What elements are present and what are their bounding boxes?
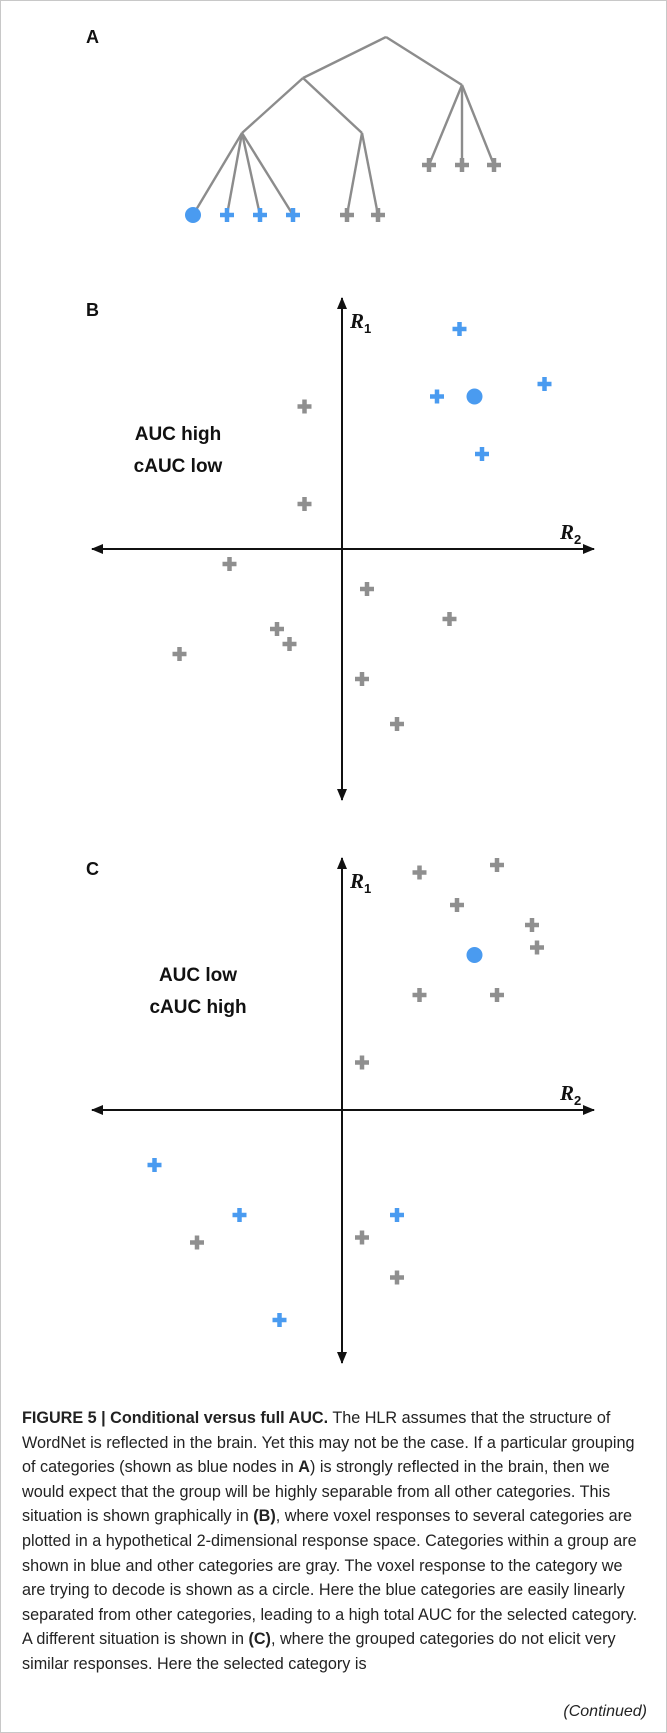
panel-c-point-plus xyxy=(232,1208,247,1222)
panel-b-point-plus xyxy=(475,447,489,461)
panel-b-point-plus xyxy=(172,647,187,661)
panel-b-point-plus xyxy=(282,637,297,651)
tree-edge xyxy=(360,132,380,216)
panel-c-point-plus xyxy=(355,1230,369,1245)
panel-b-point-plus xyxy=(270,622,284,636)
caption-title: FIGURE 5 | Conditional versus full AUC. xyxy=(22,1409,329,1427)
tree-edge xyxy=(385,35,463,87)
panel-c-point-plus xyxy=(490,988,504,1002)
panel-c-point-plus xyxy=(525,918,539,932)
panel-b-y-axis-label: R1 xyxy=(349,309,371,336)
tree-leaf-plus xyxy=(340,208,354,222)
panel-c-note-auc: AUC low xyxy=(159,965,237,986)
caption-ref-a: A xyxy=(298,1458,310,1477)
panel-b-note-cauc: cAUC low xyxy=(134,456,223,477)
tree-edge xyxy=(302,77,363,134)
panel-c-y-axis-label: R1 xyxy=(349,869,371,896)
caption-ref-b: (B) xyxy=(253,1507,276,1526)
panel-b-point-plus xyxy=(537,377,552,391)
panel-b-point-plus xyxy=(297,399,312,414)
caption-text-4: , where the grouped categories do not el… xyxy=(22,1630,616,1673)
panel-c-point-plus xyxy=(390,1208,404,1222)
tree-edge xyxy=(427,84,464,166)
panel-b-point-plus xyxy=(297,497,312,511)
panel-c-point-plus xyxy=(530,940,544,955)
tree-leaf-plus xyxy=(286,208,300,222)
caption-text-3: , where voxel responses to several categ… xyxy=(22,1507,638,1649)
hierarchy-tree xyxy=(185,35,501,223)
panel-c-label: C xyxy=(86,859,99,879)
tree-leaf-plus xyxy=(487,158,501,172)
panel-c-point-circle xyxy=(466,947,483,963)
tree-edge xyxy=(240,132,295,216)
tree-edge xyxy=(240,132,262,216)
panel-b-point-plus xyxy=(360,582,374,596)
panel-b-note-auc: AUC high xyxy=(135,424,222,445)
panel-c-point-plus xyxy=(355,1055,369,1070)
panel-c-point-plus xyxy=(450,898,464,912)
continued-note: (Continued) xyxy=(563,1703,647,1720)
panel-b-point-plus xyxy=(390,717,404,731)
panel-c-points xyxy=(147,858,544,1327)
panel-b-points xyxy=(172,322,552,731)
caption-text-2: ) is strongly reflected in the brain, th… xyxy=(22,1458,611,1526)
panel-b-point-plus xyxy=(442,612,457,626)
panel-c-x-axis-label: R2 xyxy=(559,1081,581,1108)
tree-leaf-plus xyxy=(422,158,436,172)
panel-b-x-axis-label: R2 xyxy=(559,520,581,547)
tree-edge xyxy=(191,132,244,216)
tree-edge xyxy=(460,84,496,166)
tree-leaf-plus xyxy=(455,158,469,172)
panel-c-point-plus xyxy=(390,1270,404,1285)
panel-b-point-plus xyxy=(430,389,444,404)
panel-b-point-circle xyxy=(466,388,483,405)
panel-c-point-plus xyxy=(490,858,504,872)
panel-c-point-plus xyxy=(190,1235,204,1250)
caption-ref-c: (C) xyxy=(248,1630,271,1649)
panel-c-point-plus xyxy=(412,988,427,1002)
caption-text-1: The HLR assumes that the structure of Wo… xyxy=(22,1409,635,1477)
tree-leaf-plus xyxy=(371,208,385,222)
tree-leaf-plus xyxy=(220,208,234,222)
panel-b-label: B xyxy=(86,300,99,320)
panel-c-point-plus xyxy=(272,1313,287,1327)
tree-edge xyxy=(302,35,387,80)
panel-c-point-plus xyxy=(147,1158,162,1172)
tree-edge xyxy=(345,132,364,216)
panel-c-note-cauc: cAUC high xyxy=(149,997,246,1018)
panel-b-point-plus xyxy=(355,672,369,686)
panel-c-point-plus xyxy=(412,865,427,880)
panel-b-point-plus xyxy=(452,322,467,336)
tree-edge xyxy=(241,77,304,134)
tree-leaf-plus xyxy=(253,208,267,222)
figure-svg: A B AUC high cAUC low R1 R2 C AUC low cA… xyxy=(86,27,595,1364)
figure-caption: FIGURE 5 | Conditional versus full AUC. … xyxy=(22,1406,647,1677)
panel-b-point-plus xyxy=(222,557,237,571)
tree-edge xyxy=(225,132,244,216)
tree-leaf-circle xyxy=(185,207,201,223)
panel-a-label: A xyxy=(86,27,99,47)
